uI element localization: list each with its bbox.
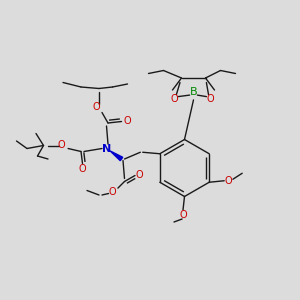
Text: N: N [102, 143, 111, 154]
Text: O: O [92, 102, 100, 112]
Polygon shape [110, 151, 123, 161]
Text: O: O [109, 187, 116, 197]
Text: B: B [190, 86, 197, 97]
Text: O: O [179, 209, 187, 220]
Text: O: O [170, 94, 178, 104]
Text: O: O [123, 116, 131, 127]
Text: O: O [136, 170, 143, 181]
Text: O: O [79, 164, 86, 175]
Text: O: O [225, 176, 232, 186]
Text: O: O [206, 94, 214, 104]
Text: O: O [58, 140, 65, 151]
